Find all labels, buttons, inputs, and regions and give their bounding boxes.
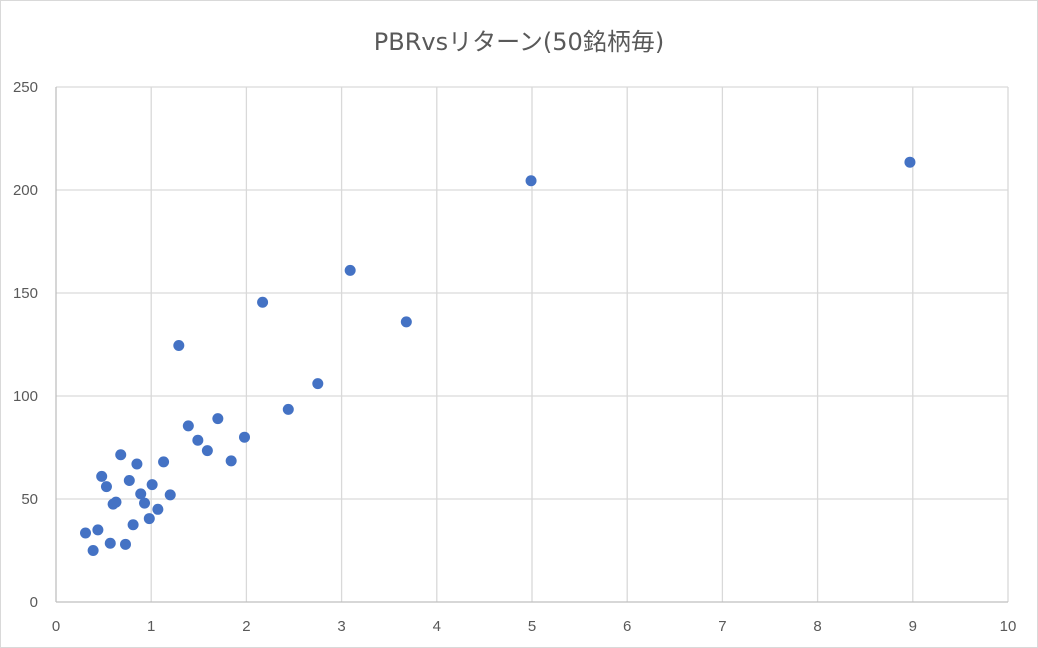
data-point bbox=[110, 496, 122, 508]
data-point bbox=[192, 434, 204, 446]
x-tick-label: 9 bbox=[909, 618, 917, 635]
data-points bbox=[80, 156, 916, 556]
data-point bbox=[152, 503, 164, 515]
data-point bbox=[182, 420, 194, 432]
data-point bbox=[212, 413, 224, 425]
data-point bbox=[96, 470, 108, 482]
x-tick-label: 1 bbox=[147, 618, 155, 635]
data-point bbox=[127, 519, 139, 531]
y-tick-label: 150 bbox=[13, 285, 38, 302]
data-point bbox=[87, 545, 99, 556]
data-point bbox=[143, 513, 155, 525]
data-point bbox=[400, 316, 412, 328]
data-point bbox=[146, 479, 158, 491]
x-tick-label: 2 bbox=[242, 618, 250, 635]
data-point bbox=[173, 340, 185, 352]
data-point bbox=[80, 527, 92, 539]
x-tick-label: 0 bbox=[52, 618, 60, 635]
axes bbox=[55, 87, 1008, 603]
gridlines bbox=[56, 86, 1009, 602]
data-point bbox=[525, 175, 537, 187]
x-tick-label: 5 bbox=[528, 618, 536, 635]
data-point bbox=[123, 474, 135, 486]
data-point bbox=[344, 264, 356, 276]
data-point bbox=[164, 489, 176, 501]
y-tick-label: 0 bbox=[30, 594, 38, 611]
data-point bbox=[139, 497, 151, 509]
x-tick-label: 10 bbox=[1000, 618, 1017, 635]
data-point bbox=[100, 481, 112, 493]
data-point bbox=[312, 378, 324, 390]
x-tick-label: 4 bbox=[433, 618, 441, 635]
data-point bbox=[238, 431, 250, 443]
data-point bbox=[131, 458, 143, 470]
data-point bbox=[119, 538, 131, 550]
y-tick-label: 50 bbox=[21, 491, 38, 508]
data-point bbox=[115, 449, 127, 461]
y-tick-label: 200 bbox=[13, 182, 38, 199]
y-tick-label: 100 bbox=[13, 388, 38, 405]
data-point bbox=[282, 403, 294, 415]
x-tick-label: 8 bbox=[813, 618, 821, 635]
data-point bbox=[158, 456, 170, 468]
data-point bbox=[225, 455, 237, 467]
x-tick-label: 6 bbox=[623, 618, 631, 635]
chart-title: PBRvsリターン(50銘柄毎) bbox=[373, 28, 665, 56]
data-point bbox=[904, 156, 916, 168]
y-tick-label: 250 bbox=[13, 79, 38, 96]
data-point bbox=[257, 296, 269, 308]
x-tick-label: 7 bbox=[718, 618, 726, 635]
data-point bbox=[135, 488, 147, 500]
data-point bbox=[201, 445, 213, 457]
data-point bbox=[92, 524, 104, 536]
x-tick-label: 3 bbox=[337, 618, 345, 635]
data-point bbox=[104, 537, 116, 549]
